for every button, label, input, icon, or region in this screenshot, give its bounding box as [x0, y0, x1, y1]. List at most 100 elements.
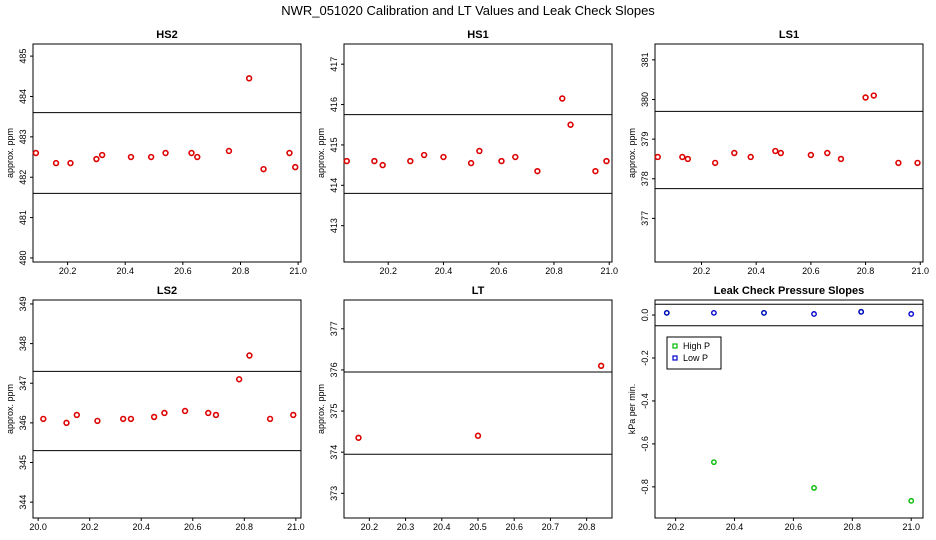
- data-point: [98, 151, 106, 159]
- data-point: [567, 121, 574, 128]
- data-point-high-p: [908, 497, 915, 504]
- data-point: [260, 165, 267, 173]
- data-point: [895, 159, 902, 167]
- x-tick-label: 20.4: [132, 522, 150, 532]
- data-point: [379, 161, 386, 169]
- x-tick-label: 21.0: [911, 266, 929, 276]
- y-axis-label: approx. ppm: [316, 384, 326, 434]
- x-tick-label: 20.6: [785, 522, 803, 532]
- x-tick-label: 20.3: [397, 522, 415, 532]
- panel-leak-check-pressure-slopes: Leak Check Pressure Slopes kPa per min. 20…: [627, 285, 924, 532]
- y-tick-label: 0.0: [640, 309, 650, 322]
- plot-frame: [32, 299, 302, 519]
- y-tick-label: 376: [329, 362, 339, 377]
- data-point: [52, 159, 60, 167]
- x-tick-label: 20.4: [116, 266, 134, 276]
- y-tick-label: 347: [18, 376, 28, 391]
- data-point-low-p: [858, 308, 865, 315]
- x-tick-label: 21.0: [902, 522, 920, 532]
- y-tick-label: -0.8: [640, 479, 650, 495]
- y-tick-label: 380: [640, 92, 650, 107]
- x-tick-label: 20.8: [236, 522, 254, 532]
- data-point: [67, 159, 74, 167]
- y-tick-label: 345: [18, 455, 28, 470]
- x-tick-label: 20.6: [802, 266, 820, 276]
- data-point: [870, 92, 877, 99]
- legend-marker: [672, 343, 678, 349]
- x-tick-label: 20.0: [29, 522, 47, 532]
- x-tick-label: 21.0: [600, 266, 618, 276]
- data-point: [684, 155, 692, 163]
- data-point: [371, 157, 378, 165]
- y-tick-label: -0.2: [640, 350, 650, 366]
- plot-frame: [32, 43, 302, 263]
- x-tick-label: 21.0: [289, 266, 307, 276]
- x-tick-label: 20.7: [542, 522, 560, 532]
- data-point: [212, 411, 220, 419]
- plot-frame: [654, 43, 924, 263]
- data-point: [32, 149, 40, 157]
- data-point: [772, 147, 779, 155]
- x-tick-label: 20.2: [59, 266, 77, 276]
- x-tick-label: 20.4: [726, 522, 744, 532]
- panel-title: LS2: [157, 285, 177, 297]
- y-tick-label: -0.6: [640, 436, 650, 452]
- data-point: [914, 159, 921, 167]
- x-tick-label: 20.2: [361, 522, 379, 532]
- data-point: [807, 151, 815, 159]
- panel-ls2: LS2 approx. ppm 20.0 20.2 20.4 20.6 20.8 21.0 34…: [5, 285, 305, 532]
- y-axis-label: kPa per min.: [627, 384, 637, 435]
- x-tick-label: 20.2: [81, 522, 99, 532]
- panel-title: Leak Check Pressure Slopes: [714, 285, 864, 297]
- data-point: [355, 434, 362, 441]
- y-tick-label: 485: [18, 49, 28, 64]
- data-point: [747, 153, 754, 161]
- data-point: [512, 153, 519, 161]
- data-point: [127, 415, 135, 423]
- data-point: [603, 157, 610, 165]
- y-tick-label: 413: [329, 218, 339, 233]
- data-point: [534, 167, 541, 175]
- panel-title: HS2: [156, 29, 177, 41]
- legend-label: High P: [683, 341, 710, 351]
- x-tick-label: 20.2: [379, 266, 397, 276]
- y-tick-label: 416: [329, 97, 339, 112]
- y-tick-label: 378: [640, 171, 650, 186]
- data-point: [286, 149, 293, 157]
- y-tick-label: 483: [18, 129, 28, 144]
- y-tick-label: -0.4: [640, 393, 650, 409]
- x-tick-label: 20.8: [545, 266, 563, 276]
- data-point: [93, 155, 100, 163]
- data-point: [711, 159, 719, 167]
- data-point: [73, 411, 81, 419]
- data-point: [119, 415, 127, 423]
- panel-ls1: LS1 approx. ppm 20.2 20.4 20.6 20.8 21.0 377 378…: [627, 29, 929, 276]
- data-point-low-p: [761, 309, 767, 316]
- panel-title: HS1: [467, 29, 488, 41]
- data-point: [194, 153, 201, 161]
- data-point: [837, 155, 845, 163]
- data-point: [188, 149, 195, 157]
- x-tick-label: 21.0: [287, 522, 305, 532]
- x-tick-label: 20.5: [469, 522, 487, 532]
- y-axis-label: approx. ppm: [316, 128, 326, 178]
- x-tick-label: 20.6: [174, 266, 192, 276]
- data-point: [597, 362, 605, 370]
- data-point: [654, 153, 661, 161]
- legend-label: Low P: [683, 353, 708, 363]
- x-tick-label: 20.4: [435, 266, 453, 276]
- x-tick-label: 20.8: [844, 522, 862, 532]
- y-axis-label: approx. ppm: [627, 128, 637, 178]
- data-point: [245, 75, 253, 82]
- panel-hs1: HS1 approx. ppm 20.2 20.4 20.6 20.8 21.0 413 414…: [316, 29, 618, 276]
- y-tick-label: 375: [329, 404, 339, 419]
- y-tick-label: 414: [329, 178, 339, 193]
- data-point: [824, 149, 831, 157]
- data-point: [731, 149, 738, 157]
- data-point: [290, 411, 297, 419]
- y-tick-label: 346: [18, 415, 28, 430]
- data-point: [147, 153, 155, 161]
- data-point: [343, 157, 350, 165]
- data-point-high-p: [811, 485, 817, 491]
